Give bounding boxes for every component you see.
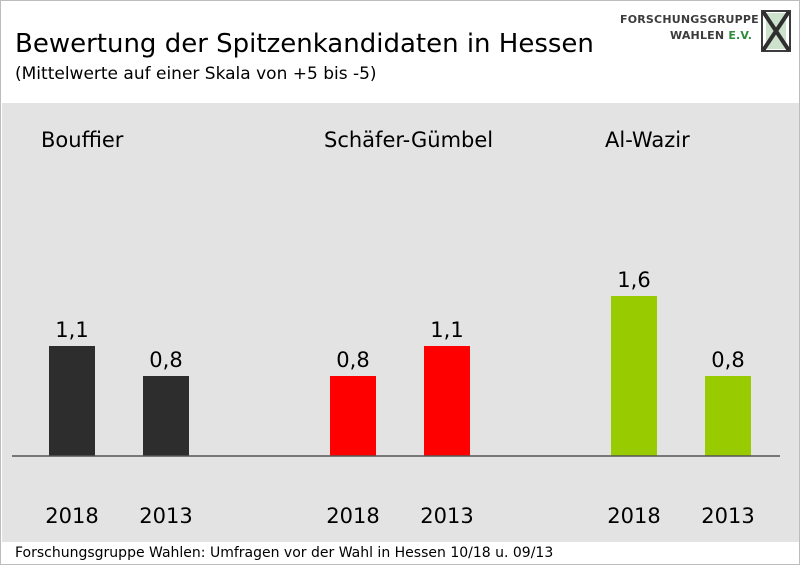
year-label: 2018 <box>607 504 660 528</box>
value-label: 1,6 <box>617 268 650 292</box>
year-label: 2013 <box>420 504 473 528</box>
candidate-label: Schäfer-Gümbel <box>324 128 493 152</box>
year-label: 2013 <box>701 504 754 528</box>
chart-subtitle: (Mittelwerte auf einer Skala von +5 bis … <box>15 64 377 84</box>
chart-title: Bewertung der Spitzenkandidaten in Hesse… <box>15 29 594 59</box>
logo-text-line2: WAHLEN E.V. <box>620 29 756 42</box>
logo-text-line1: FORSCHUNGSGRUPPE <box>620 13 759 26</box>
logo: FORSCHUNGSGRUPPE WAHLEN E.V. <box>620 9 792 53</box>
bar-sch-fer-g-mbel-2018 <box>330 376 376 456</box>
value-label: 1,1 <box>55 318 88 342</box>
year-label: 2018 <box>45 504 98 528</box>
bar-bouffier-2018 <box>49 346 95 456</box>
year-label: 2018 <box>326 504 379 528</box>
ballot-cross-icon <box>761 10 791 52</box>
bar-al-wazir-2013 <box>705 376 751 456</box>
chart-panel: Bouffier 1,1 2018 0,8 2013 Schäfer-Gümbel 0,8 2… <box>2 103 799 542</box>
logo-text-ev: E.V. <box>728 29 753 42</box>
source-note: Forschungsgruppe Wahlen: Umfragen vor de… <box>15 545 554 561</box>
bar-al-wazir-2018 <box>611 296 657 456</box>
value-label: 0,8 <box>711 348 744 372</box>
value-label: 1,1 <box>430 318 463 342</box>
value-label: 0,8 <box>149 348 182 372</box>
year-label: 2013 <box>139 504 192 528</box>
bar-bouffier-2013 <box>143 376 189 456</box>
value-label: 0,8 <box>336 348 369 372</box>
logo-text-wahlen: WAHLEN <box>670 29 725 42</box>
bar-sch-fer-g-mbel-2013 <box>424 346 470 456</box>
bar-chart: Bouffier 1,1 2018 0,8 2013 Schäfer-Gümbel 0,8 2… <box>12 128 780 528</box>
candidate-label: Bouffier <box>41 128 124 152</box>
candidate-label: Al-Wazir <box>605 128 690 152</box>
